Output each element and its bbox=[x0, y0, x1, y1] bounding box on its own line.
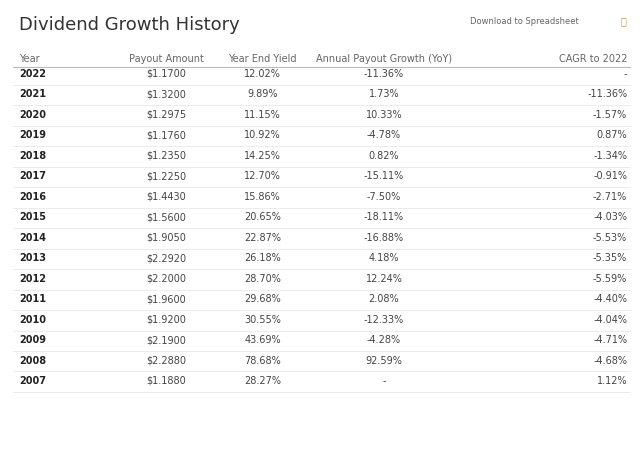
Text: 30.55%: 30.55% bbox=[244, 315, 281, 324]
Text: -16.88%: -16.88% bbox=[364, 233, 404, 243]
Text: 0.82%: 0.82% bbox=[369, 151, 399, 161]
Text: 14.25%: 14.25% bbox=[244, 151, 281, 161]
Text: 15.86%: 15.86% bbox=[244, 192, 281, 202]
Text: ⤓: ⤓ bbox=[620, 17, 626, 27]
Text: 29.68%: 29.68% bbox=[244, 294, 281, 304]
Text: 11.15%: 11.15% bbox=[244, 110, 281, 120]
Text: -0.91%: -0.91% bbox=[593, 171, 627, 181]
Text: -11.36%: -11.36% bbox=[587, 89, 627, 99]
Text: $1.9050: $1.9050 bbox=[147, 233, 186, 243]
Text: 10.33%: 10.33% bbox=[365, 110, 403, 120]
Text: $2.1900: $2.1900 bbox=[147, 335, 186, 345]
Text: -5.35%: -5.35% bbox=[593, 253, 627, 263]
Text: 2009: 2009 bbox=[19, 335, 46, 345]
Text: -4.03%: -4.03% bbox=[593, 212, 627, 222]
Text: 4.18%: 4.18% bbox=[369, 253, 399, 263]
Text: Year: Year bbox=[19, 54, 40, 64]
Text: 2010: 2010 bbox=[19, 315, 46, 324]
Text: 2.08%: 2.08% bbox=[369, 294, 399, 304]
Text: -11.36%: -11.36% bbox=[364, 69, 404, 79]
Text: -4.68%: -4.68% bbox=[593, 356, 627, 365]
Text: 1.73%: 1.73% bbox=[369, 89, 399, 99]
Text: -1.57%: -1.57% bbox=[593, 110, 627, 120]
Text: $2.2920: $2.2920 bbox=[147, 253, 186, 263]
Text: -4.40%: -4.40% bbox=[593, 294, 627, 304]
Text: 20.65%: 20.65% bbox=[244, 212, 281, 222]
Text: -: - bbox=[382, 376, 386, 386]
Text: -4.71%: -4.71% bbox=[593, 335, 627, 345]
Text: 26.18%: 26.18% bbox=[244, 253, 281, 263]
Text: 1.12%: 1.12% bbox=[596, 376, 627, 386]
Text: 2011: 2011 bbox=[19, 294, 46, 304]
Text: -4.28%: -4.28% bbox=[367, 335, 401, 345]
Text: 2022: 2022 bbox=[19, 69, 46, 79]
Text: 2016: 2016 bbox=[19, 192, 46, 202]
Text: 2014: 2014 bbox=[19, 233, 46, 243]
Text: 9.89%: 9.89% bbox=[247, 89, 278, 99]
Text: CAGR to 2022: CAGR to 2022 bbox=[559, 54, 627, 64]
Text: -4.04%: -4.04% bbox=[593, 315, 627, 324]
Text: -12.33%: -12.33% bbox=[364, 315, 404, 324]
Text: $1.1880: $1.1880 bbox=[147, 376, 186, 386]
Text: -5.59%: -5.59% bbox=[593, 274, 627, 284]
Text: Year End Yield: Year End Yield bbox=[228, 54, 297, 64]
Text: Payout Amount: Payout Amount bbox=[129, 54, 204, 64]
Text: $1.2250: $1.2250 bbox=[147, 171, 186, 181]
Text: 2015: 2015 bbox=[19, 212, 46, 222]
Text: Annual Payout Growth (YoY): Annual Payout Growth (YoY) bbox=[316, 54, 452, 64]
Text: 2020: 2020 bbox=[19, 110, 46, 120]
Text: 78.68%: 78.68% bbox=[244, 356, 281, 365]
Text: -5.53%: -5.53% bbox=[593, 233, 627, 243]
Text: Dividend Growth History: Dividend Growth History bbox=[19, 16, 240, 34]
Text: 2007: 2007 bbox=[19, 376, 46, 386]
Text: -15.11%: -15.11% bbox=[364, 171, 404, 181]
Text: 10.92%: 10.92% bbox=[244, 130, 281, 140]
Text: 2013: 2013 bbox=[19, 253, 46, 263]
Text: -1.34%: -1.34% bbox=[593, 151, 627, 161]
Text: $2.2880: $2.2880 bbox=[147, 356, 186, 365]
Text: 12.70%: 12.70% bbox=[244, 171, 281, 181]
Text: $1.9200: $1.9200 bbox=[147, 315, 186, 324]
Text: 2008: 2008 bbox=[19, 356, 46, 365]
Text: 2019: 2019 bbox=[19, 130, 46, 140]
Text: -18.11%: -18.11% bbox=[364, 212, 404, 222]
Text: $1.3200: $1.3200 bbox=[147, 89, 186, 99]
Text: -: - bbox=[624, 69, 627, 79]
Text: 2021: 2021 bbox=[19, 89, 46, 99]
Text: 12.02%: 12.02% bbox=[244, 69, 281, 79]
Text: 2018: 2018 bbox=[19, 151, 46, 161]
Text: 0.87%: 0.87% bbox=[596, 130, 627, 140]
Text: $1.2975: $1.2975 bbox=[147, 110, 186, 120]
Text: 28.27%: 28.27% bbox=[244, 376, 281, 386]
Text: -4.78%: -4.78% bbox=[367, 130, 401, 140]
Text: 2012: 2012 bbox=[19, 274, 46, 284]
Text: $1.2350: $1.2350 bbox=[147, 151, 186, 161]
Text: 12.24%: 12.24% bbox=[365, 274, 403, 284]
Text: 28.70%: 28.70% bbox=[244, 274, 281, 284]
Text: 2017: 2017 bbox=[19, 171, 46, 181]
Text: -7.50%: -7.50% bbox=[367, 192, 401, 202]
Text: $1.4430: $1.4430 bbox=[147, 192, 186, 202]
Text: $1.1700: $1.1700 bbox=[147, 69, 186, 79]
Text: $2.2000: $2.2000 bbox=[147, 274, 186, 284]
Text: Download to Spreadsheet: Download to Spreadsheet bbox=[470, 17, 579, 26]
Text: -2.71%: -2.71% bbox=[593, 192, 627, 202]
Text: 92.59%: 92.59% bbox=[365, 356, 403, 365]
Text: $1.9600: $1.9600 bbox=[147, 294, 186, 304]
Text: $1.1760: $1.1760 bbox=[147, 130, 186, 140]
Text: 43.69%: 43.69% bbox=[244, 335, 281, 345]
Text: $1.5600: $1.5600 bbox=[147, 212, 186, 222]
Text: 22.87%: 22.87% bbox=[244, 233, 281, 243]
